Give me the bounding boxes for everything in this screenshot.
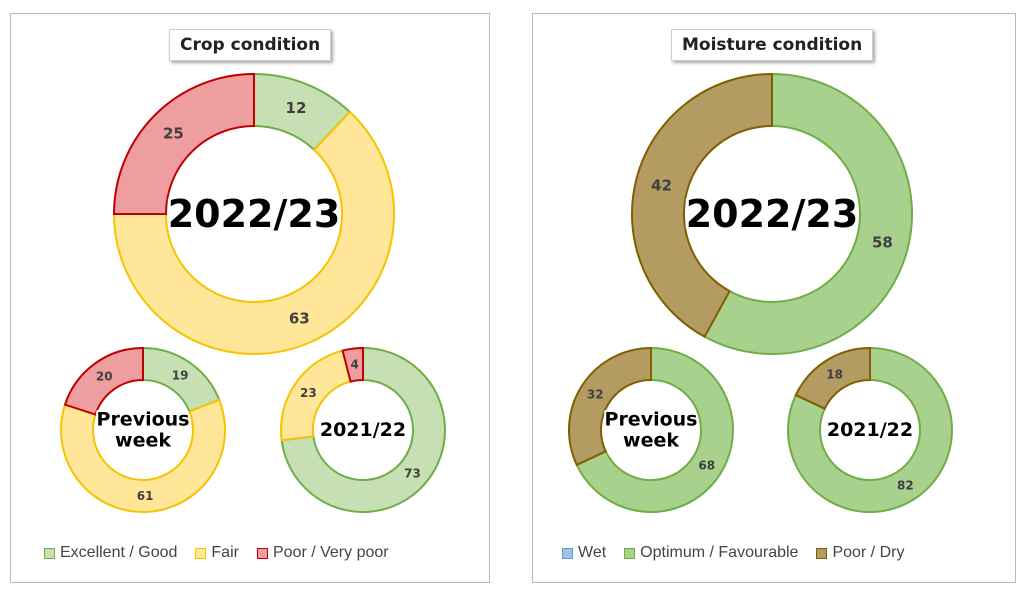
- legend-item-excellent-good: Excellent / Good: [44, 544, 177, 562]
- segment-optimum-favourable: [703, 72, 913, 355]
- data-label-excellent-good: 73: [404, 467, 421, 481]
- donut-center-label: Previous: [97, 409, 190, 431]
- legend-swatch: [195, 547, 207, 559]
- segment-excellent-good: [280, 346, 446, 513]
- data-label-optimum-favourable: 68: [698, 458, 715, 472]
- legend-item-poor-very-poor: Poor / Very poor: [256, 544, 389, 562]
- donut-center-label: Previous: [605, 409, 698, 431]
- legend-swatch: [256, 547, 268, 559]
- donut-center-label: 2022/23: [168, 192, 341, 236]
- data-label-poor-dry: 32: [587, 388, 604, 402]
- segment-fair: [112, 110, 395, 355]
- segment-optimum-favourable: [575, 346, 734, 513]
- legend-swatch: [562, 547, 573, 559]
- segment-optimum-favourable: [787, 346, 953, 513]
- donut-2021-22: 082182021/22: [787, 346, 953, 513]
- segment-poor-very-poor: [112, 72, 255, 215]
- data-label-poor-very-poor: 20: [96, 370, 113, 384]
- legend-label: Wet: [578, 544, 607, 561]
- donut-2022-23: 12 63 25 2022/23: [112, 72, 395, 355]
- legend-item-fair: Fair: [195, 544, 239, 562]
- segment-poor-dry: [568, 346, 652, 467]
- segment-poor-very-poor: [63, 346, 144, 416]
- data-label-optimum-favourable: 82: [897, 479, 914, 493]
- data-label-optimum-favourable: 58: [872, 233, 893, 251]
- data-label-poor-very-poor: 4: [351, 358, 359, 372]
- donut-center-label: 2022/23: [686, 192, 859, 236]
- data-label-poor-dry: 18: [826, 367, 843, 381]
- legend-swatch: [624, 547, 636, 559]
- data-label-fair: 61: [137, 489, 154, 503]
- legend-label: Poor / Dry: [832, 544, 905, 561]
- legend-swatch: [816, 547, 828, 559]
- crop-legend: Excellent / Good Fair Poor / Very poor: [44, 542, 389, 564]
- data-label-poor-very-poor: 25: [163, 124, 184, 142]
- crop-chart-title: Crop condition: [169, 29, 332, 61]
- legend-swatch: [44, 547, 55, 559]
- legend-label: Excellent / Good: [60, 544, 178, 561]
- moisture-legend: Wet Optimum / Favourable Poor / Dry: [562, 542, 904, 564]
- data-label-excellent-good: 19: [172, 368, 189, 382]
- legend-item-optimum-favourable: Optimum / Favourable: [624, 544, 798, 562]
- donut-2021-22: 73 23 4 2021/22: [280, 346, 446, 513]
- legend-label: Fair: [211, 544, 239, 561]
- donut-center-label: 2021/22: [827, 419, 913, 441]
- data-label-fair: 23: [300, 386, 317, 400]
- crop-condition-panel: Crop condition 12 63 25 2022/23 19 61 20 Previo…: [10, 13, 490, 583]
- donut-center-label: week: [115, 429, 171, 451]
- legend-label: Optimum / Favourable: [640, 544, 799, 561]
- data-label-fair: 63: [289, 310, 310, 328]
- legend-item-wet: Wet: [562, 544, 606, 562]
- segment-fair: [60, 398, 226, 513]
- segment-poor-very-poor: [341, 346, 364, 383]
- moisture-chart-title: Moisture condition: [671, 29, 874, 61]
- donut-center-label: 2021/22: [320, 419, 406, 441]
- moisture-condition-donuts: -58422022/23-6832Previousweek082182021/2…: [568, 72, 953, 513]
- segment-poor-dry: [631, 72, 773, 339]
- legend-label: Poor / Very poor: [272, 544, 389, 561]
- data-label-excellent-good: 12: [286, 99, 307, 117]
- donut-center-label: week: [623, 429, 679, 451]
- data-label-poor-dry: 42: [651, 177, 672, 195]
- segment-poor-dry: [794, 346, 871, 411]
- legend-item-poor-dry: Poor / Dry: [816, 544, 904, 562]
- moisture-condition-panel: Moisture condition -58422022/23-6832Prev…: [532, 13, 1016, 583]
